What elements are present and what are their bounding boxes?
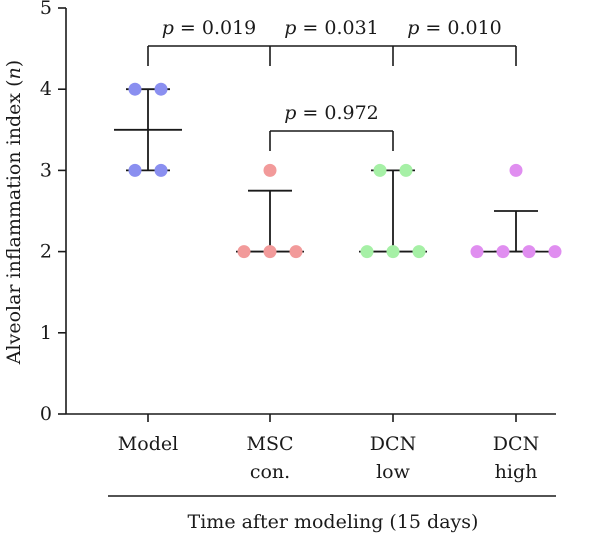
category-labels: Model MSC con. DCN low DCN high (118, 414, 539, 483)
y-ticks: 0 1 2 3 4 5 (40, 0, 66, 425)
data-point (263, 163, 277, 177)
y-tick-label: 1 (40, 322, 52, 344)
data-point (386, 245, 400, 259)
data-point (128, 82, 142, 96)
significance-brackets: p = 0.019 p = 0.031 p = 0.010 p = 0.972 (147, 17, 517, 151)
y-tick-label: 0 (40, 403, 52, 425)
x-axis-label: Time after modeling (15 days) (188, 511, 479, 533)
category-label: MSC (246, 433, 293, 455)
y-tick-label: 4 (40, 78, 52, 100)
data-point (128, 163, 142, 177)
data-point (360, 245, 374, 259)
p-value-label: p = 0.031 (284, 17, 379, 39)
category-label-line2: con. (250, 461, 290, 483)
y-tick-label: 3 (40, 159, 52, 181)
y-axis-label: Alveolar inflammation index (n) (3, 60, 25, 365)
data-point (509, 163, 523, 177)
p-value-label: p = 0.019 (162, 17, 257, 39)
category-label: DCN (370, 433, 416, 455)
data-point (522, 245, 536, 259)
p-value-label: p = 0.972 (284, 102, 379, 124)
data-point (470, 245, 484, 259)
category-label: Model (118, 433, 178, 455)
data-point (412, 245, 426, 259)
category-label: DCN (493, 433, 539, 455)
category-label-line2: high (495, 461, 538, 483)
data-point (154, 163, 168, 177)
data-point (289, 245, 303, 259)
data-point (548, 245, 562, 259)
y-tick-label: 5 (40, 0, 52, 19)
data-points (128, 82, 562, 259)
data-point (263, 245, 277, 259)
data-point (154, 82, 168, 96)
category-label-line2: low (376, 461, 411, 483)
data-point (399, 163, 413, 177)
data-point (373, 163, 387, 177)
data-point (496, 245, 510, 259)
p-value-label: p = 0.010 (407, 17, 502, 39)
y-tick-label: 2 (40, 241, 52, 263)
data-point (237, 245, 251, 259)
axes (65, 8, 556, 415)
